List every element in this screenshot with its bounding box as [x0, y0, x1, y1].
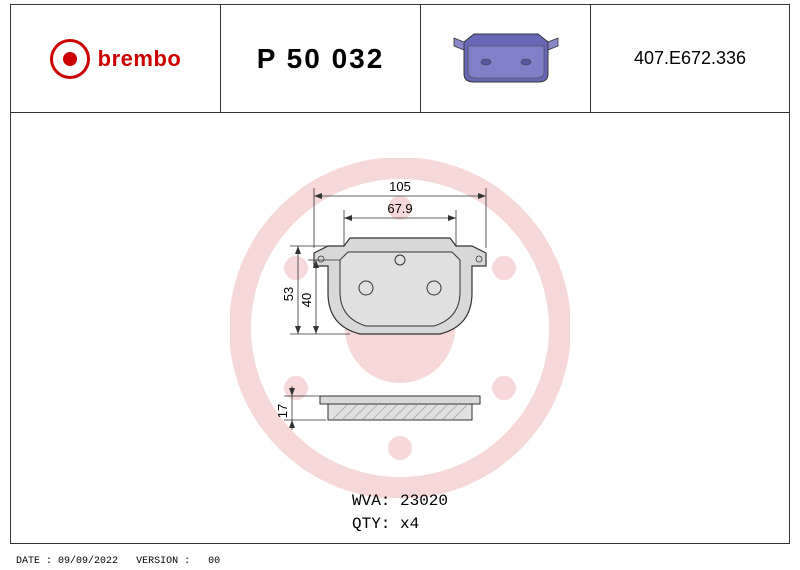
logo-cell: brembo — [11, 5, 221, 112]
technical-drawing: 105 67.9 — [190, 148, 610, 508]
dim-width-inner: 67.9 — [387, 201, 412, 216]
dim-width-overall: 105 — [389, 179, 411, 194]
thumbnail-cell — [421, 5, 591, 112]
version-value: 00 — [208, 556, 220, 567]
reference-number: 407.E672.336 — [634, 48, 746, 69]
dim-height-overall: 53 — [281, 287, 296, 301]
wva-row: WVA: 23020 — [352, 490, 448, 512]
side-view: 17 — [275, 386, 480, 430]
front-view: 105 67.9 — [281, 179, 486, 334]
part-number-cell: P 50 032 — [221, 5, 421, 112]
info-block: WVA: 23020 QTY: x4 — [352, 490, 448, 535]
header-row: brembo P 50 032 407.E672.336 — [11, 5, 789, 113]
wva-label: WVA: — [352, 492, 390, 510]
brake-pad-3d-icon — [446, 24, 566, 94]
wva-value: 23020 — [400, 492, 448, 510]
dim-thickness: 17 — [275, 404, 290, 418]
spec-sheet-frame: brembo P 50 032 407.E672.336 — [10, 4, 790, 544]
qty-row: QTY: x4 — [352, 513, 448, 535]
date-label: DATE : — [16, 556, 52, 567]
drawing-area: 105 67.9 — [11, 113, 789, 543]
reference-cell: 407.E672.336 — [591, 5, 789, 112]
brembo-logo: brembo — [50, 39, 182, 79]
version-label: VERSION : — [136, 556, 190, 567]
footer: DATE : 09/09/2022 VERSION : 00 — [16, 556, 220, 567]
part-number: P 50 032 — [257, 43, 385, 75]
qty-value: x4 — [400, 515, 419, 533]
dim-height-inner: 40 — [299, 293, 314, 307]
brand-name: brembo — [98, 46, 182, 72]
date-value: 09/09/2022 — [58, 556, 118, 567]
brake-disc-icon — [50, 39, 90, 79]
qty-label: QTY: — [352, 515, 390, 533]
